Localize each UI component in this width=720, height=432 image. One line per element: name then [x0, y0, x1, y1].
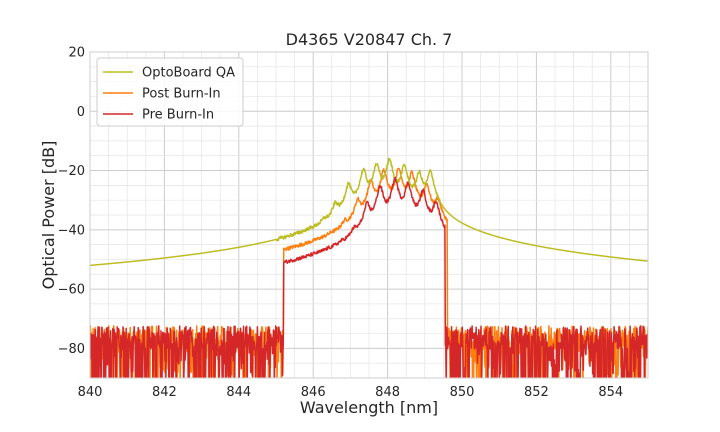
tick-labels: 840 842 844 846 848 850 852 854 20 0 −20 −40 −60 −80: [58, 46, 624, 401]
y-tick-label: −40: [58, 223, 85, 238]
x-axis-label: Wavelength [nm]: [300, 398, 438, 417]
chart-title: D4365 V20847 Ch. 7: [286, 30, 453, 49]
series-line-optoboard-qa: [90, 157, 648, 267]
x-tick-label: 842: [152, 385, 177, 400]
y-tick-label: 0: [77, 105, 85, 120]
y-tick-label: −80: [58, 342, 85, 357]
series-lines: [90, 157, 648, 378]
x-tick-label: 854: [598, 385, 623, 400]
legend-entry: Post Burn-In: [142, 87, 221, 102]
x-tick-label: 840: [78, 385, 103, 400]
y-tick-label: −20: [58, 164, 85, 179]
x-tick-label: 846: [301, 385, 326, 400]
x-tick-label: 848: [375, 385, 400, 400]
y-tick-label: −60: [58, 283, 85, 298]
x-tick-label: 850: [450, 385, 475, 400]
x-tick-label: 844: [226, 385, 251, 400]
y-axis-label: Optical Power [dB]: [39, 141, 58, 290]
legend-entry: Pre Burn-In: [142, 108, 214, 123]
series-line-pre-burn-in: [90, 176, 648, 378]
plot-frame: [89, 51, 649, 379]
legend: OptoBoard QA Post Burn-In Pre Burn-In: [96, 57, 244, 127]
y-tick-label: 20: [68, 46, 85, 61]
x-tick-label: 852: [524, 385, 549, 400]
legend-box: [96, 57, 244, 127]
legend-entry: OptoBoard QA: [142, 66, 235, 81]
